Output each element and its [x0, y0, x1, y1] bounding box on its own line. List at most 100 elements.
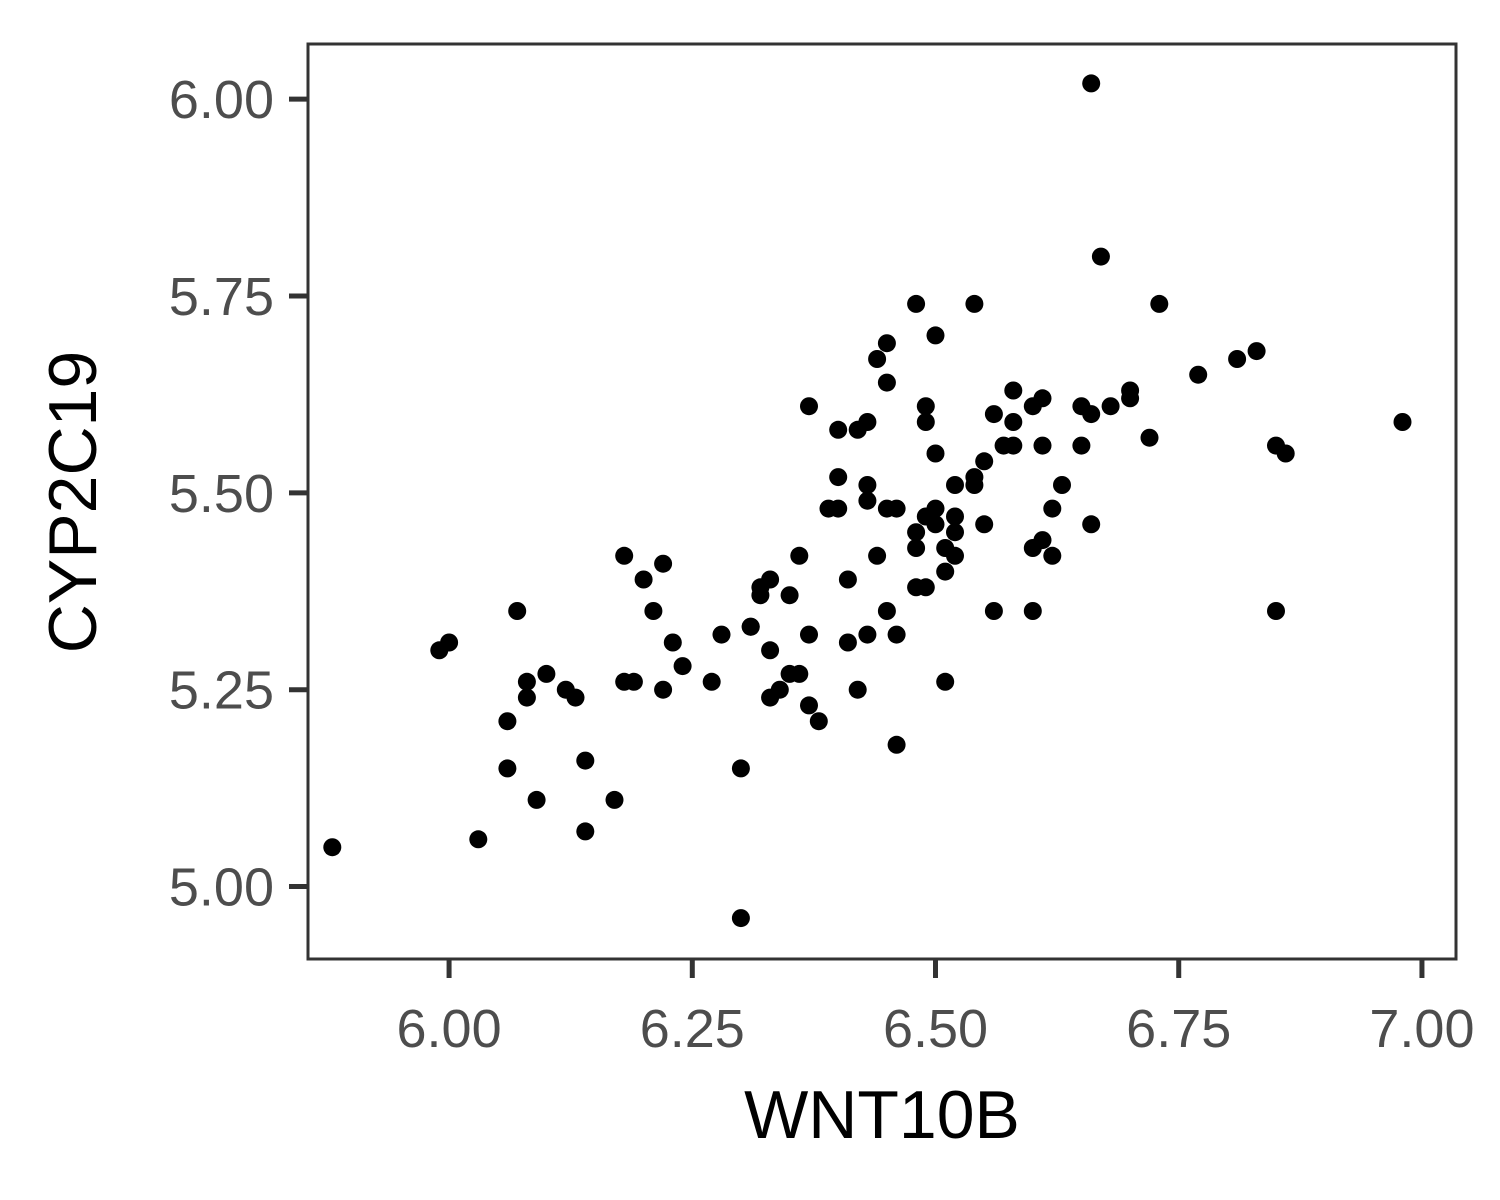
- data-point: [926, 515, 945, 534]
- x-tick-label: 6.00: [397, 999, 502, 1059]
- data-point: [946, 507, 964, 526]
- data-point: [634, 570, 653, 589]
- data-point: [984, 602, 1003, 620]
- data-point: [663, 633, 682, 652]
- data-point: [838, 633, 857, 652]
- data-point: [965, 476, 984, 494]
- data-point: [576, 751, 595, 770]
- data-point: [498, 759, 517, 778]
- data-point: [936, 562, 955, 581]
- data-point: [916, 578, 935, 597]
- data-point: [576, 822, 595, 841]
- data-point: [615, 546, 634, 565]
- data-point: [1033, 389, 1052, 408]
- data-point: [644, 602, 663, 620]
- data-point: [809, 712, 828, 731]
- data-point: [829, 420, 848, 439]
- data-point: [712, 625, 731, 644]
- data-point: [868, 350, 887, 368]
- x-tick-label: 6.25: [640, 999, 745, 1059]
- y-tick-label: 5.75: [169, 267, 274, 327]
- data-point: [907, 294, 926, 313]
- x-axis-title: WNT10B: [744, 1077, 1020, 1153]
- y-axis: 5.00 5.25 5.50 5.75 6.00: [169, 70, 308, 918]
- data-point: [907, 523, 926, 542]
- data-point: [829, 468, 848, 487]
- data-point: [877, 334, 896, 353]
- data-point: [926, 326, 945, 345]
- x-axis: 6.00 6.25 6.50 6.75 7.00: [397, 959, 1475, 1059]
- data-point: [1004, 413, 1023, 431]
- data-point: [1267, 602, 1285, 620]
- data-point: [731, 909, 750, 928]
- data-point: [508, 602, 527, 620]
- data-point: [469, 830, 488, 849]
- data-point: [946, 546, 964, 565]
- data-point: [926, 499, 945, 518]
- data-point: [975, 515, 994, 534]
- y-axis-title: CYP2C19: [35, 351, 111, 653]
- data-point: [1082, 405, 1101, 424]
- data-point: [790, 664, 809, 683]
- data-point: [498, 712, 517, 731]
- data-point: [1043, 546, 1062, 565]
- data-point: [907, 539, 926, 557]
- data-point: [1121, 381, 1140, 400]
- data-point: [877, 602, 896, 620]
- data-point: [1082, 74, 1101, 93]
- data-point: [946, 523, 964, 542]
- data-point: [887, 499, 906, 518]
- data-point: [1053, 476, 1071, 494]
- data-point: [887, 625, 906, 644]
- data-point: [1150, 294, 1169, 313]
- data-point: [780, 586, 799, 605]
- data-point: [975, 452, 994, 471]
- data-point: [673, 657, 692, 676]
- data-point: [624, 672, 643, 691]
- data-point: [1082, 515, 1101, 534]
- data-point: [517, 672, 536, 691]
- data-point: [877, 373, 896, 392]
- data-point: [440, 633, 459, 652]
- data-point: [1189, 365, 1208, 384]
- data-point: [1043, 499, 1062, 518]
- data-point: [1091, 247, 1110, 266]
- data-point: [702, 672, 721, 691]
- data-point: [537, 664, 556, 683]
- data-point: [936, 672, 955, 691]
- data-point: [1247, 342, 1266, 361]
- data-point: [566, 688, 585, 707]
- data-point: [848, 680, 867, 699]
- data-point: [1004, 381, 1023, 400]
- x-tick-label: 6.50: [883, 999, 988, 1059]
- data-point: [858, 625, 877, 644]
- data-point: [1072, 436, 1091, 455]
- points-layer: [323, 74, 1412, 928]
- data-point: [1393, 413, 1412, 431]
- data-point: [770, 680, 789, 699]
- data-point: [1004, 436, 1023, 455]
- data-point: [946, 476, 964, 494]
- x-tick-label: 6.75: [1126, 999, 1231, 1059]
- data-point: [654, 680, 673, 699]
- data-point: [1228, 350, 1247, 368]
- data-point: [761, 641, 780, 660]
- data-point: [858, 413, 877, 431]
- data-point: [1033, 531, 1052, 550]
- data-point: [800, 625, 818, 644]
- data-point: [605, 790, 624, 809]
- y-tick-label: 5.00: [169, 858, 274, 918]
- data-point: [887, 735, 906, 754]
- data-point: [916, 413, 935, 431]
- data-point: [838, 570, 857, 589]
- data-point: [761, 570, 780, 589]
- data-point: [1101, 397, 1120, 416]
- data-point: [926, 444, 945, 463]
- x-tick-label: 7.00: [1369, 999, 1474, 1059]
- data-point: [527, 790, 546, 809]
- data-point: [868, 546, 887, 565]
- y-tick-label: 5.25: [169, 661, 274, 721]
- data-point: [965, 294, 984, 313]
- data-point: [1033, 436, 1052, 455]
